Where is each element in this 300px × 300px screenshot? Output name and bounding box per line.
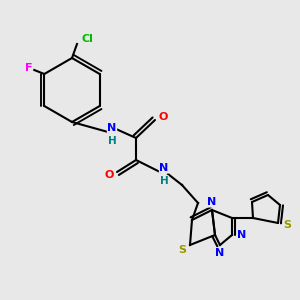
Text: Cl: Cl [81,34,93,44]
Text: N: N [107,123,117,133]
Text: S: S [178,245,186,255]
Text: N: N [207,197,217,207]
Text: O: O [104,170,114,180]
Text: N: N [159,163,169,173]
Text: O: O [158,112,168,122]
Text: F: F [25,63,32,73]
Text: H: H [108,136,116,146]
Text: S: S [283,220,291,230]
Text: H: H [160,176,168,186]
Text: N: N [237,230,247,240]
Text: N: N [215,248,225,258]
